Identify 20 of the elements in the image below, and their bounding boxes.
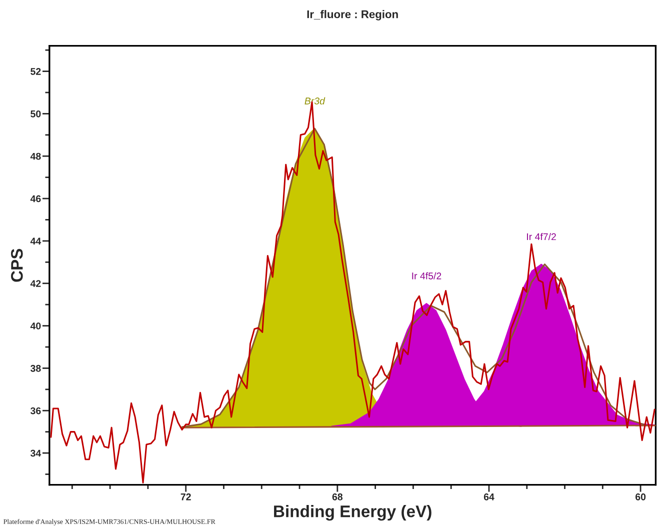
y-tick-label: 36 xyxy=(30,407,41,414)
y-tick-label: 48 xyxy=(30,152,41,160)
text: Ir 4f5/2 xyxy=(412,272,442,280)
y-axis-title: CPS xyxy=(11,248,23,282)
text: Ir 4f7/2 xyxy=(527,233,556,240)
x-tick-label: 60 xyxy=(635,493,646,500)
y-tick-label: 34 xyxy=(30,450,42,457)
text: Br3d xyxy=(304,97,326,104)
y-tick-label: 50 xyxy=(30,110,41,118)
x-tick-label: 72 xyxy=(180,493,191,500)
y-tick-label: 40 xyxy=(30,322,41,330)
x-tick-label: 64 xyxy=(484,493,494,500)
y-tick-label: 44 xyxy=(30,238,42,244)
x-axis-title: Binding Energy (eV) xyxy=(274,505,432,521)
y-tick-label: 42 xyxy=(30,280,41,287)
y-tick-label: 46 xyxy=(30,195,41,202)
y-tick-label: 52 xyxy=(30,68,41,75)
chart-title: Ir_fluore : Region xyxy=(307,10,398,20)
y-tick-label: 38 xyxy=(30,364,41,372)
x-tick-label: 68 xyxy=(332,493,343,500)
